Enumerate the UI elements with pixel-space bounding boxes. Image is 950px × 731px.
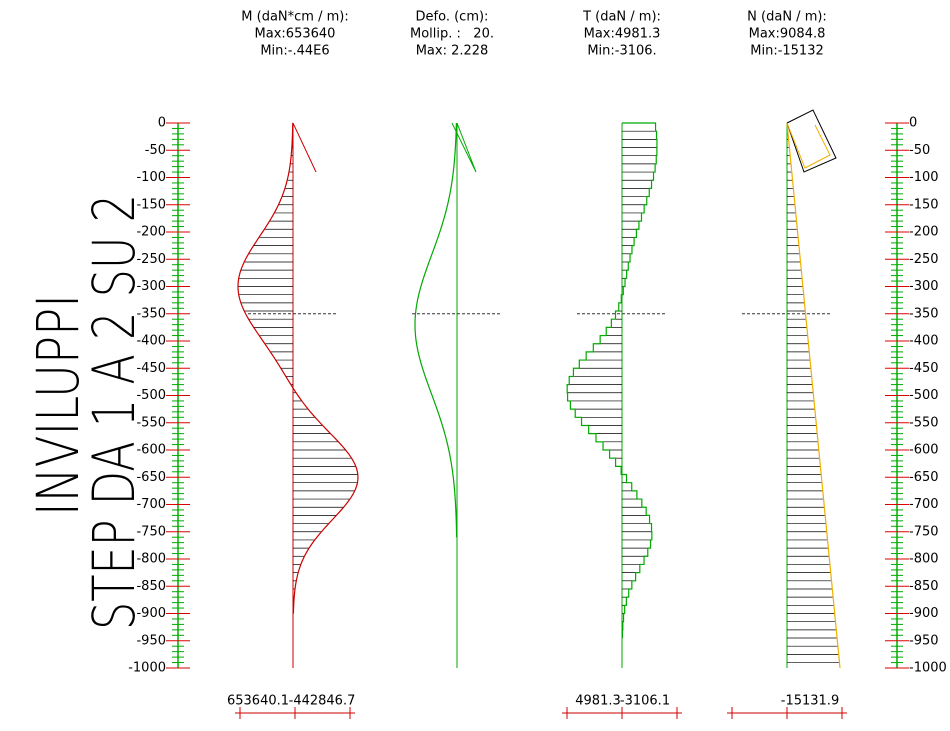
- scale-label: -850: [136, 579, 166, 594]
- scale-label: -500: [909, 388, 939, 403]
- panel-header: Defo. (cm):: [416, 10, 489, 25]
- title-line: INVILUPPI: [24, 294, 92, 516]
- scale-label: -300: [136, 279, 166, 294]
- scale-label: -200: [909, 225, 939, 240]
- arrow: [786, 109, 837, 173]
- scale-label: -200: [136, 225, 166, 240]
- bottom-label: 4981.3: [575, 694, 621, 709]
- profile: [414, 122, 458, 538]
- bottom-label: -15131.9: [781, 694, 839, 709]
- scale-label: -700: [909, 497, 939, 512]
- scale-label: -50: [909, 143, 930, 158]
- scale-label: -550: [909, 415, 939, 430]
- scale-label: -450: [136, 361, 166, 376]
- scale-label: -350: [136, 306, 166, 321]
- bottom-label: 653640.1: [227, 694, 289, 709]
- scale-label: -100: [136, 170, 166, 185]
- profile: [237, 122, 359, 614]
- scale-label: -900: [909, 606, 939, 621]
- scale-label: -150: [136, 197, 166, 212]
- panel-header: Mollip. : 20.: [410, 27, 494, 42]
- scale-label: -150: [909, 197, 939, 212]
- scale-label: -800: [909, 552, 939, 567]
- scale-label: -650: [909, 470, 939, 485]
- scale-label: -600: [136, 443, 166, 458]
- scale-label: -450: [909, 361, 939, 376]
- arrow: [786, 122, 831, 169]
- scale-label: -300: [909, 279, 939, 294]
- bottom-label: -3106.1: [620, 694, 670, 709]
- scale-label: -350: [909, 306, 939, 321]
- scale-label: -1000: [128, 661, 166, 676]
- scale-label: -900: [136, 606, 166, 621]
- scale-label: -700: [136, 497, 166, 512]
- scale-label: -750: [909, 524, 939, 539]
- panel-header: M (daN*cm / m):: [241, 10, 348, 25]
- scale-label: -650: [136, 470, 166, 485]
- scale-label: -600: [909, 443, 939, 458]
- panel-header: N (daN / m):: [747, 10, 827, 25]
- panel-header: Max:653640: [255, 27, 336, 42]
- scale-label: -400: [136, 334, 166, 349]
- scale-label: -850: [909, 579, 939, 594]
- arrow: [292, 122, 317, 173]
- panel-header: Min:-.44E6: [260, 44, 329, 59]
- scale-label: 0: [909, 116, 917, 131]
- profile: [786, 122, 841, 669]
- panel-header: Min:-3106.: [587, 44, 656, 59]
- panel-header: Min:-15132: [750, 44, 824, 59]
- panel-header: T (daN / m):: [582, 10, 661, 25]
- arrow: [451, 122, 477, 173]
- title-line: STEP DA 1 A 2 SU 2: [80, 194, 148, 630]
- scale-label: -50: [145, 143, 166, 158]
- profile: [566, 122, 658, 639]
- scale-label: -800: [136, 552, 166, 567]
- scale-label: -400: [909, 334, 939, 349]
- scale-label: -550: [136, 415, 166, 430]
- panel-header: Max:4981.3: [584, 27, 661, 42]
- scale-label: 0: [158, 116, 166, 131]
- panel-header: Max:9084.8: [749, 27, 826, 42]
- scale-label: -500: [136, 388, 166, 403]
- panel-header: Max: 2.228: [416, 44, 489, 59]
- bottom-label: -442846.7: [289, 694, 356, 709]
- scale-label: -950: [136, 633, 166, 648]
- scale-label: -100: [909, 170, 939, 185]
- scale-label: -250: [136, 252, 166, 267]
- scale-label: -1000: [909, 661, 947, 676]
- scale-label: -750: [136, 524, 166, 539]
- scale-label: -250: [909, 252, 939, 267]
- scale-label: -950: [909, 633, 939, 648]
